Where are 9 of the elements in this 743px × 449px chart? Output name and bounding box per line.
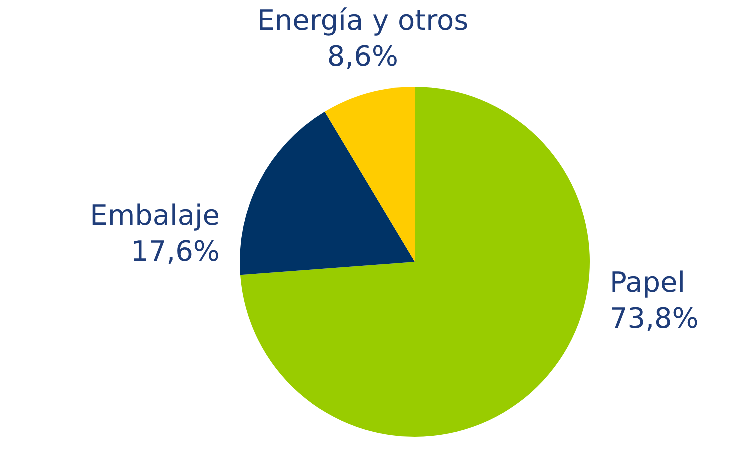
pie-slice bbox=[240, 112, 415, 276]
slice-label: Embalaje bbox=[90, 199, 220, 232]
pie-slice bbox=[324, 87, 415, 262]
data-label: 73,8% bbox=[610, 302, 699, 335]
pie-slice bbox=[240, 87, 590, 437]
slice-label: Energía y otros bbox=[257, 4, 469, 37]
data-label: 8,6% bbox=[327, 40, 399, 73]
slice-label: Papel bbox=[610, 266, 686, 299]
data-label: 17,6% bbox=[131, 235, 220, 268]
